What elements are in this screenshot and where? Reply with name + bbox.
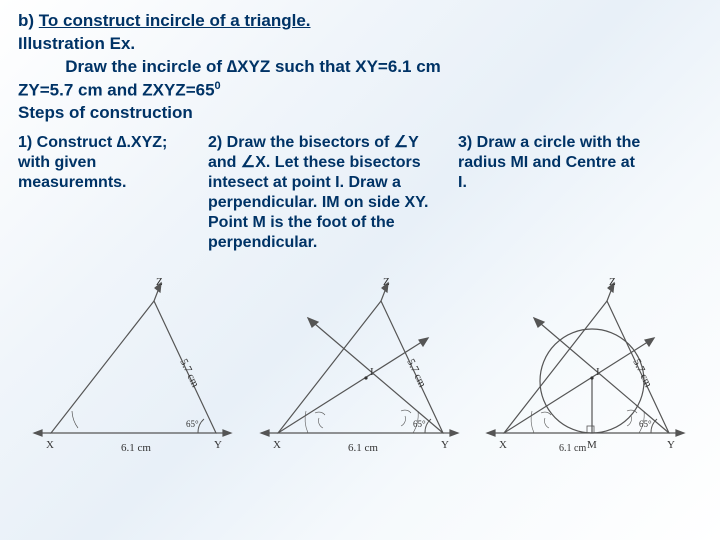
fig2-I: I — [370, 366, 374, 378]
steps-row: 1) Construct ∆.XYZ; with given measuremn… — [18, 133, 702, 253]
fig1-side: 5.7 cm — [177, 357, 201, 390]
line4-text: ZY=5.7 cm and ZXYZ=65 — [18, 80, 215, 99]
line1-title: To construct incircle of a triangle. — [39, 11, 311, 30]
fig3-Y: Y — [667, 439, 675, 451]
fig3-X: X — [499, 439, 507, 451]
fig1-Y: Y — [214, 439, 222, 451]
header-line4: ZY=5.7 cm and ZXYZ=650 — [18, 79, 702, 103]
fig2-angle: 65° — [413, 419, 426, 429]
fig3-base: 6.1 cm — [559, 443, 586, 454]
fig1-base: 6.1 cm — [121, 442, 151, 454]
step-3: 3) Draw a circle with the radius MI and … — [458, 133, 648, 193]
figures-row: X Y Z 6.1 cm 5.7 cm 65° — [18, 273, 702, 458]
fig1-X: X — [46, 439, 54, 451]
figure-3: X Y Z I M 6.1 cm 5.7 cm 65° — [479, 273, 694, 458]
fig3-side: 5.7 cm — [630, 357, 654, 390]
fig2-base: 6.1 cm — [348, 442, 378, 454]
step-1: 1) Construct ∆.XYZ; with given measuremn… — [18, 133, 198, 193]
fig2-X: X — [273, 439, 281, 451]
fig3-I: I — [596, 366, 600, 378]
fig3-Z: Z — [609, 276, 616, 288]
fig1-angle: 65° — [186, 419, 199, 429]
figure-2: X Y Z I 6.1 cm 5.7 cm 65° — [253, 273, 468, 458]
fig2-Z: Z — [383, 276, 390, 288]
step-2: 2) Draw the bisectors of ∠Y and ∠X. Let … — [208, 133, 448, 253]
line4-sup: 0 — [215, 80, 221, 92]
fig1-Z: Z — [156, 276, 163, 288]
header-block: b) To construct incircle of a triangle. … — [18, 10, 702, 125]
fig3-angle: 65° — [639, 419, 652, 429]
header-line5: Steps of construction — [18, 102, 702, 125]
header-line2: Illustration Ex. — [18, 33, 702, 56]
line1-prefix: b) — [18, 11, 39, 30]
header-line3: Draw the incircle of ∆XYZ such that XY=6… — [18, 56, 702, 79]
fig2-Y: Y — [441, 439, 449, 451]
figure-1: X Y Z 6.1 cm 5.7 cm 65° — [26, 273, 241, 458]
fig2-side: 5.7 cm — [404, 357, 428, 390]
header-line1: b) To construct incircle of a triangle. — [18, 10, 702, 33]
fig3-M: M — [587, 439, 597, 451]
